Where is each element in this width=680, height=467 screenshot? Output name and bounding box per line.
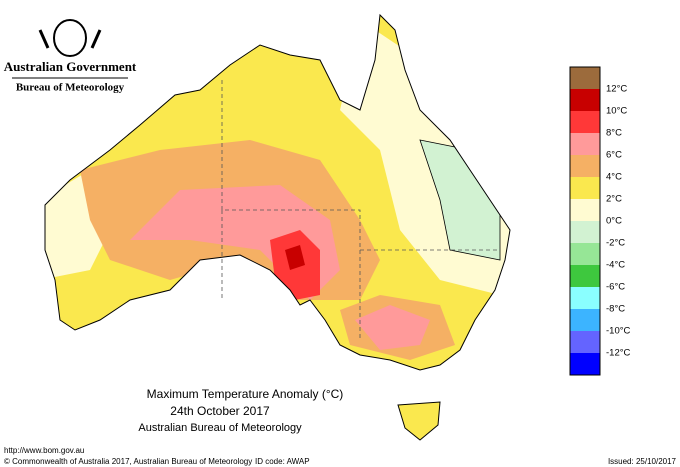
- legend-swatch: [570, 353, 600, 375]
- agency-name: Australian Government: [4, 59, 137, 74]
- legend-swatch: [570, 265, 600, 287]
- id-code: ID code: AWAP: [255, 457, 310, 466]
- legend-label: -4°C: [606, 260, 625, 271]
- legend-swatch: [570, 155, 600, 177]
- legend-swatch: [570, 221, 600, 243]
- legend-swatch: [570, 309, 600, 331]
- legend-swatch: [570, 331, 600, 353]
- legend-swatch: [570, 177, 600, 199]
- tasmania: [397, 401, 441, 441]
- legend-swatch: [570, 111, 600, 133]
- map-date: 24th October 2017: [170, 404, 270, 418]
- legend-label: -12°C: [606, 348, 631, 359]
- legend-label: 6°C: [606, 150, 622, 161]
- legend-label: -6°C: [606, 282, 625, 293]
- legend-label: 12°C: [606, 84, 627, 95]
- legend-label: 2°C: [606, 194, 622, 205]
- legend-label: -2°C: [606, 238, 625, 249]
- legend-swatch: [570, 243, 600, 265]
- legend-label: -8°C: [606, 304, 625, 315]
- legend-swatch: [570, 67, 600, 89]
- legend-label: -10°C: [606, 326, 631, 337]
- map-source: Australian Bureau of Meteorology: [138, 422, 302, 434]
- url: http://www.bom.gov.au: [4, 446, 84, 455]
- legend-swatch: [570, 287, 600, 309]
- legend-label: 8°C: [606, 128, 622, 139]
- issued: Issued: 25/10/2017: [608, 457, 677, 466]
- legend-label: 0°C: [606, 216, 622, 227]
- legend-swatch: [570, 199, 600, 221]
- legend: 12°C 10°C 8°C 6°C 4°C 2°C 0°C -2°C -4°C -6°C -8°C -…: [569, 66, 631, 376]
- legend-swatch: [570, 89, 600, 111]
- coastline: [44, 13, 511, 371]
- copyright: © Commonwealth of Australia 2017, Austra…: [4, 457, 252, 466]
- map-title: Maximum Temperature Anomaly (°C): [147, 387, 344, 401]
- legend-label: 4°C: [606, 172, 622, 183]
- legend-swatch: [570, 133, 600, 155]
- legend-label: 10°C: [606, 106, 627, 117]
- state-borders: [221, 80, 500, 340]
- logo: [38, 19, 102, 57]
- legend-frame: [569, 66, 601, 376]
- bureau-name: Bureau of Meteorology: [16, 82, 125, 94]
